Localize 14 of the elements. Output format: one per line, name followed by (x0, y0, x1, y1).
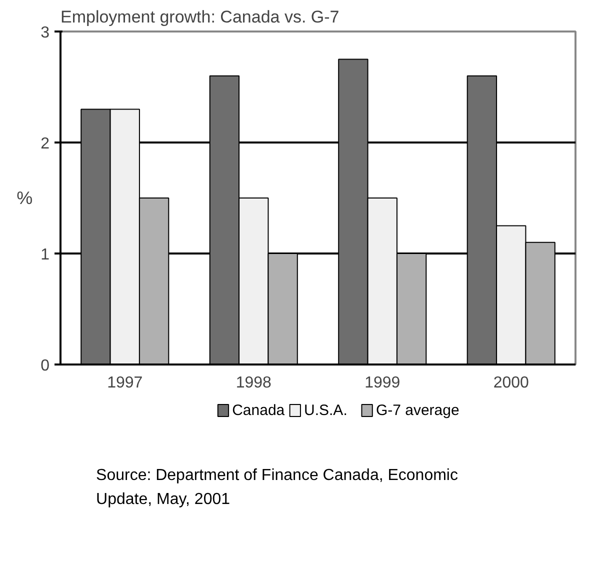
y-tick-label: 3 (40, 24, 50, 42)
x-tick-label: 2000 (493, 374, 530, 392)
x-tick-label: 1997 (107, 374, 143, 392)
chart-title: Employment growth: Canada vs. G-7 (60, 8, 340, 26)
legend-label: U.S.A. (304, 402, 348, 419)
source-note: Source: Department of Finance Canada, Economic Update, May, 2001 (96, 467, 458, 508)
x-tick-label: 1999 (364, 374, 400, 392)
legend-label: Canada (232, 402, 286, 419)
x-tick-label: 1998 (236, 374, 272, 392)
legend-label: G-7 average (376, 402, 460, 419)
y-axis-title: % (16, 188, 33, 208)
y-tick-label: 2 (40, 136, 50, 152)
y-tick-label: 1 (40, 246, 50, 264)
y-tick-label: 0 (40, 358, 50, 374)
